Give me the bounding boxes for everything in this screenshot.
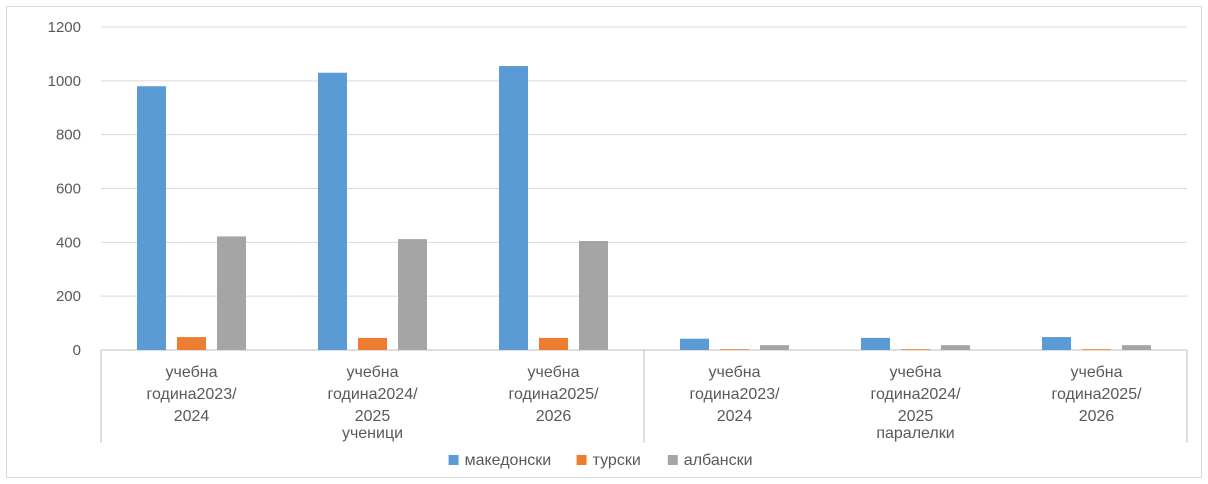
bar — [358, 337, 387, 350]
y-tick-label: 1000 — [48, 73, 81, 90]
legend-swatch — [667, 455, 678, 465]
x-category-label: учебна — [347, 364, 399, 381]
bar — [680, 338, 709, 350]
x-category-label: година2024/ — [870, 386, 961, 403]
bar — [177, 337, 206, 350]
x-category-label: 2024 — [174, 408, 210, 425]
x-category-label: учебна — [528, 364, 580, 381]
x-group-label: ученици — [342, 425, 403, 442]
bar — [579, 240, 608, 350]
bar — [1042, 337, 1071, 350]
y-tick-label: 400 — [56, 234, 81, 251]
y-tick-label: 600 — [56, 181, 81, 198]
chart-area: 0 200 400 600 800 1000 1200 учебна година2023/20… — [6, 6, 1202, 478]
legend-label: турски — [593, 452, 641, 469]
y-tick-label: 200 — [56, 288, 81, 305]
bar-chart: 0 200 400 600 800 1000 1200 учебна година2023/20… — [48, 19, 1188, 469]
x-category-label: година2023/ — [689, 386, 780, 403]
bar — [1122, 345, 1151, 350]
x-group-label: паралелки — [876, 425, 954, 442]
bar — [861, 337, 890, 350]
x-category-label: година2025/ — [508, 386, 599, 403]
legend-label: албански — [684, 452, 753, 469]
y-tick-label: 800 — [56, 127, 81, 144]
bar — [760, 345, 789, 350]
x-category-label: година2024/ — [327, 386, 418, 403]
x-category-label: 2025 — [898, 408, 934, 425]
bar — [720, 349, 749, 350]
bar — [1082, 349, 1111, 350]
x-category-label: учебна — [1071, 364, 1123, 381]
bar — [137, 86, 166, 350]
bar — [318, 72, 347, 350]
x-category-label: 2026 — [1079, 408, 1115, 425]
x-category-label: 2025 — [355, 408, 391, 425]
bar — [539, 337, 568, 350]
x-category-label: 2024 — [717, 408, 753, 425]
legend-swatch — [448, 455, 459, 465]
bar — [941, 345, 970, 350]
x-category-label: учебна — [890, 364, 942, 381]
y-tick-label: 1200 — [48, 19, 81, 36]
y-tick-label: 0 — [73, 342, 81, 359]
bar — [217, 236, 246, 350]
x-category-label: 2026 — [536, 408, 572, 425]
bar — [499, 66, 528, 350]
x-category-label: учебна — [709, 364, 761, 381]
legend-swatch — [576, 455, 587, 465]
legend-label: македонски — [465, 452, 552, 469]
x-category-label: учебна — [166, 364, 218, 381]
x-category-label: година2023/ — [146, 386, 237, 403]
bar — [901, 349, 930, 350]
x-category-label: година2025/ — [1051, 386, 1142, 403]
bar — [398, 239, 427, 350]
